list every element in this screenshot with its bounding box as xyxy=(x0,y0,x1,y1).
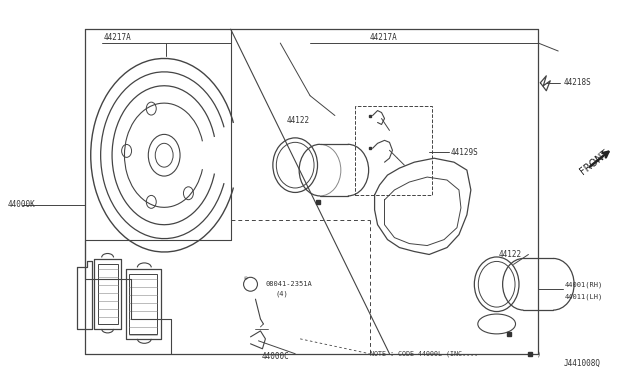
Bar xyxy=(355,106,432,195)
Text: (4): (4) xyxy=(275,291,288,298)
Text: J441008Q: J441008Q xyxy=(563,359,600,368)
Text: 44217A: 44217A xyxy=(370,33,397,42)
Text: 44217A: 44217A xyxy=(104,33,131,42)
Text: 44122: 44122 xyxy=(499,250,522,259)
Text: 44001(RH): 44001(RH) xyxy=(565,281,604,288)
Bar xyxy=(129,274,157,334)
Text: 44129S: 44129S xyxy=(451,148,479,157)
Text: 44000K: 44000K xyxy=(7,201,35,209)
Text: NOTE : CODE 44000L (INC....: NOTE : CODE 44000L (INC.... xyxy=(370,350,477,357)
Bar xyxy=(98,264,118,324)
Text: 44218S: 44218S xyxy=(563,78,591,87)
Text: FRONT: FRONT xyxy=(578,148,611,176)
Text: 44000C: 44000C xyxy=(262,352,289,361)
Text: 08041-2351A: 08041-2351A xyxy=(266,281,312,287)
Text: ®: ® xyxy=(244,277,248,282)
Text: ): ) xyxy=(533,350,541,357)
Text: 44122: 44122 xyxy=(286,116,309,125)
Text: 44011(LH): 44011(LH) xyxy=(565,294,604,301)
